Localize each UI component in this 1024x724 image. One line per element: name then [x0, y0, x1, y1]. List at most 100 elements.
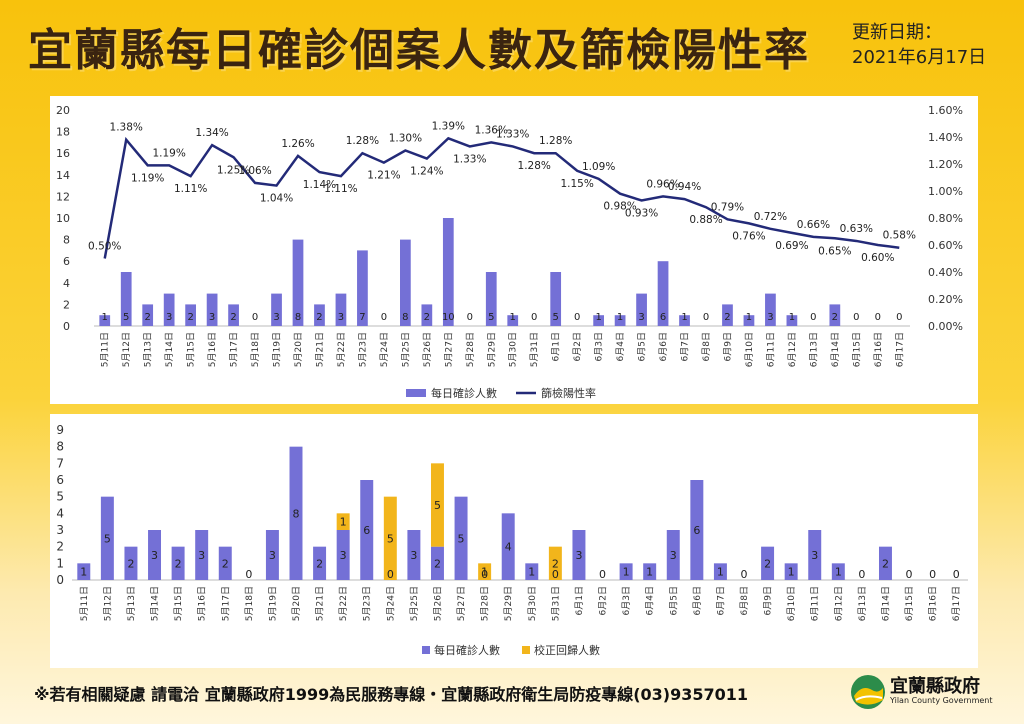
- bar-value-label: 0: [929, 568, 936, 581]
- bar-value-label: 0: [467, 312, 473, 323]
- bar-daily-cases: [185, 304, 196, 326]
- y-tick-label: 3: [56, 523, 64, 537]
- bar-daily-cases: [335, 293, 347, 326]
- legend-swatch-corrected: [522, 646, 530, 654]
- bar-daily-cases: [218, 546, 232, 580]
- bar-daily-cases: [829, 304, 841, 326]
- bar-daily-cases: [313, 546, 327, 580]
- x-tick-label: 5月24日: [379, 332, 390, 367]
- logo-subtitle: Yilan County Government: [890, 696, 993, 705]
- bar-value-label: 1: [788, 566, 795, 579]
- bar-value-label: 1: [80, 566, 87, 579]
- bar-value-label: 2: [316, 557, 323, 570]
- bar-corrected-cases: [430, 463, 444, 547]
- y-left-tick-label: 18: [56, 126, 70, 139]
- bar-value-label: 8: [295, 312, 301, 323]
- positivity-value-label: 0.72%: [754, 211, 787, 223]
- x-tick-label: 5月23日: [362, 586, 373, 621]
- bar-corrected-cases: [548, 546, 562, 580]
- positivity-value-label: 1.34%: [195, 127, 228, 139]
- bar-value-label: 0: [381, 312, 387, 323]
- positivity-value-label: 1.19%: [152, 147, 185, 159]
- x-tick-label: 6月6日: [692, 586, 703, 615]
- bar-daily-cases: [614, 315, 626, 326]
- x-tick-label: 5月27日: [443, 332, 454, 367]
- bar-daily-cases: [271, 293, 282, 326]
- x-tick-label: 6月2日: [598, 586, 609, 615]
- bar-value-label: 0: [599, 568, 606, 581]
- bar-value-label: 1: [102, 312, 108, 323]
- x-tick-label: 5月12日: [121, 332, 132, 367]
- x-tick-label: 5月16日: [207, 332, 218, 367]
- bar-daily-cases: [206, 293, 218, 326]
- x-tick-label: 5月18日: [250, 332, 261, 367]
- bar-daily-cases: [636, 293, 647, 326]
- x-tick-label: 5月13日: [126, 586, 137, 621]
- x-tick-label: 5月29日: [503, 586, 514, 621]
- bar-value-label: 0: [810, 312, 816, 323]
- positivity-rate-line: [103, 136, 900, 259]
- bar-daily-cases: [292, 239, 304, 326]
- cases-positivity-chart-panel: 0 2 4 6 8 10 12 14 16 18 20 0.00% 0.20% 0.40% 0.60% 0.8…: [50, 96, 978, 404]
- positivity-value-label: 0.88%: [689, 214, 722, 226]
- bar-value-label: 0: [252, 312, 258, 323]
- bar-value-label: 0: [858, 568, 865, 581]
- x-tick-label: 5月30日: [508, 332, 519, 367]
- corrected-value-label: 1: [340, 516, 347, 529]
- cases-positivity-chart: 024681012141618200.00%0.20%0.40%0.60%0.8…: [56, 104, 963, 400]
- y-left-tick-label: 8: [63, 234, 70, 247]
- bar-daily-cases: [619, 563, 633, 580]
- bar-value-label: 6: [363, 524, 370, 537]
- bar-value-label: 2: [144, 312, 150, 323]
- bar-daily-cases: [77, 563, 91, 580]
- y-tick-label: 2: [56, 540, 64, 554]
- x-tick-label: 5月15日: [173, 586, 184, 621]
- bar-value-label: 4: [505, 541, 512, 554]
- bar-daily-cases: [99, 315, 111, 326]
- positivity-value-label: 0.76%: [732, 230, 765, 242]
- legend-label-cases: 每日確診人數: [431, 386, 497, 400]
- x-tick-label: 5月15日: [186, 332, 197, 367]
- bar-value-label: 3: [340, 549, 347, 562]
- bar-daily-cases: [289, 446, 303, 580]
- corrected-value-label: 1: [481, 566, 488, 579]
- x-tick-label: 5月22日: [338, 586, 349, 621]
- bar-value-label: 3: [269, 549, 276, 562]
- bar-value-label: 2: [222, 557, 229, 570]
- x-tick-label: 5月30日: [527, 586, 538, 621]
- update-info: 更新日期： 2021年6月17日: [852, 20, 1012, 70]
- y-tick-label: 7: [56, 456, 64, 470]
- x-tick-label: 5月20日: [291, 586, 302, 621]
- bar-value-label: 0: [481, 568, 488, 581]
- x-tick-label: 6月6日: [658, 332, 669, 361]
- x-tick-label: 5月11日: [100, 332, 111, 367]
- bar-value-label: 3: [410, 549, 417, 562]
- positivity-value-label: 0.96%: [646, 178, 679, 190]
- bar-value-label: 6: [660, 312, 666, 323]
- positivity-value-label: 1.09%: [582, 161, 615, 173]
- positivity-value-label: 0.66%: [797, 219, 830, 231]
- bar-value-label: 0: [741, 568, 748, 581]
- y-tick-label: 5: [56, 490, 64, 504]
- bar-value-label: 1: [835, 566, 842, 579]
- positivity-value-label: 1.36%: [475, 124, 508, 136]
- y-left-tick-label: 12: [56, 190, 70, 203]
- yilan-emblem-icon: [851, 675, 885, 709]
- x-tick-label: 5月17日: [229, 332, 240, 367]
- bar-daily-cases: [228, 304, 239, 326]
- x-tick-label: 5月13日: [143, 332, 154, 367]
- bar-value-label: 0: [853, 312, 859, 323]
- bar-value-label: 0: [574, 312, 580, 323]
- y-left-tick-label: 14: [56, 169, 70, 182]
- x-tick-label: 6月4日: [615, 332, 626, 361]
- corrected-value-label: 5: [387, 532, 394, 545]
- bar-value-label: 2: [764, 557, 771, 570]
- x-tick-label: 5月22日: [336, 332, 347, 367]
- x-tick-label: 5月11日: [79, 586, 90, 621]
- bar-value-label: 2: [316, 312, 322, 323]
- bar-value-label: 2: [230, 312, 236, 323]
- bar-value-label: 2: [434, 557, 441, 570]
- positivity-value-label: 1.04%: [260, 193, 293, 205]
- x-tick-label: 5月16日: [197, 586, 208, 621]
- x-tick-label: 6月8日: [701, 332, 712, 361]
